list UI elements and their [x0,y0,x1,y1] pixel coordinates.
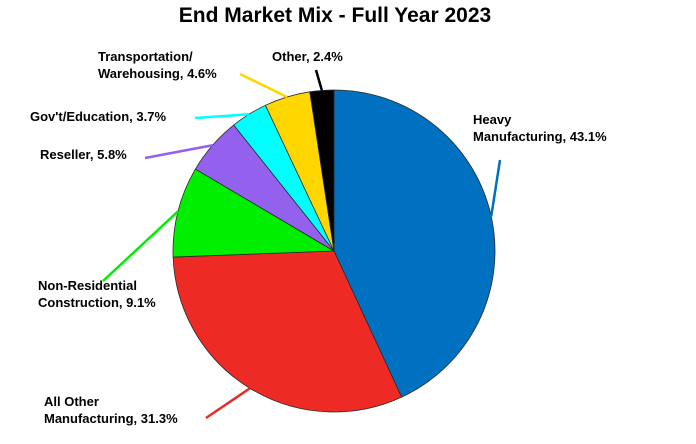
slice-label-all-other-manufacturing: All Other Manufacturing, 31.3% [44,394,178,426]
leader-line-heavy-manufacturing [489,159,502,217]
leader-line-gov-t-education [194,113,250,120]
slice-label-other: Other, 2.4% [272,49,343,64]
slice-label-transportation-warehousing: Transportation/Warehousing, 4.6% [98,49,217,81]
pie-slices [172,89,496,413]
slice-label-heavy-manufacturing: Heavy Manufacturing, 43.1% [473,112,607,144]
leader-line-other [314,69,324,91]
leader-line-transportation-warehousing [239,72,288,99]
slice-label-reseller: Reseller, 5.8% [40,147,127,162]
leader-line-all-other-manufacturing [205,387,251,420]
chart-title: End Market Mix - Full Year 2023 [179,4,491,27]
leader-line-non-residential-construction [102,210,179,282]
slice-label-gov-t-education: Gov't/Education, 3.7% [30,109,166,124]
slice-labels: Heavy Manufacturing, 43.1% All Other Manufa… [30,49,607,426]
pie-slice-heavy-manufacturing [333,89,496,398]
slice-label-non-residential-construction: Non-Residential Construction, 9.1% [38,278,156,310]
pie-slice-all-other-manufacturing [172,250,403,413]
pie-slice-non-residential-construction [172,168,336,258]
leader-line-reseller [144,144,213,160]
leader-lines [102,69,502,420]
